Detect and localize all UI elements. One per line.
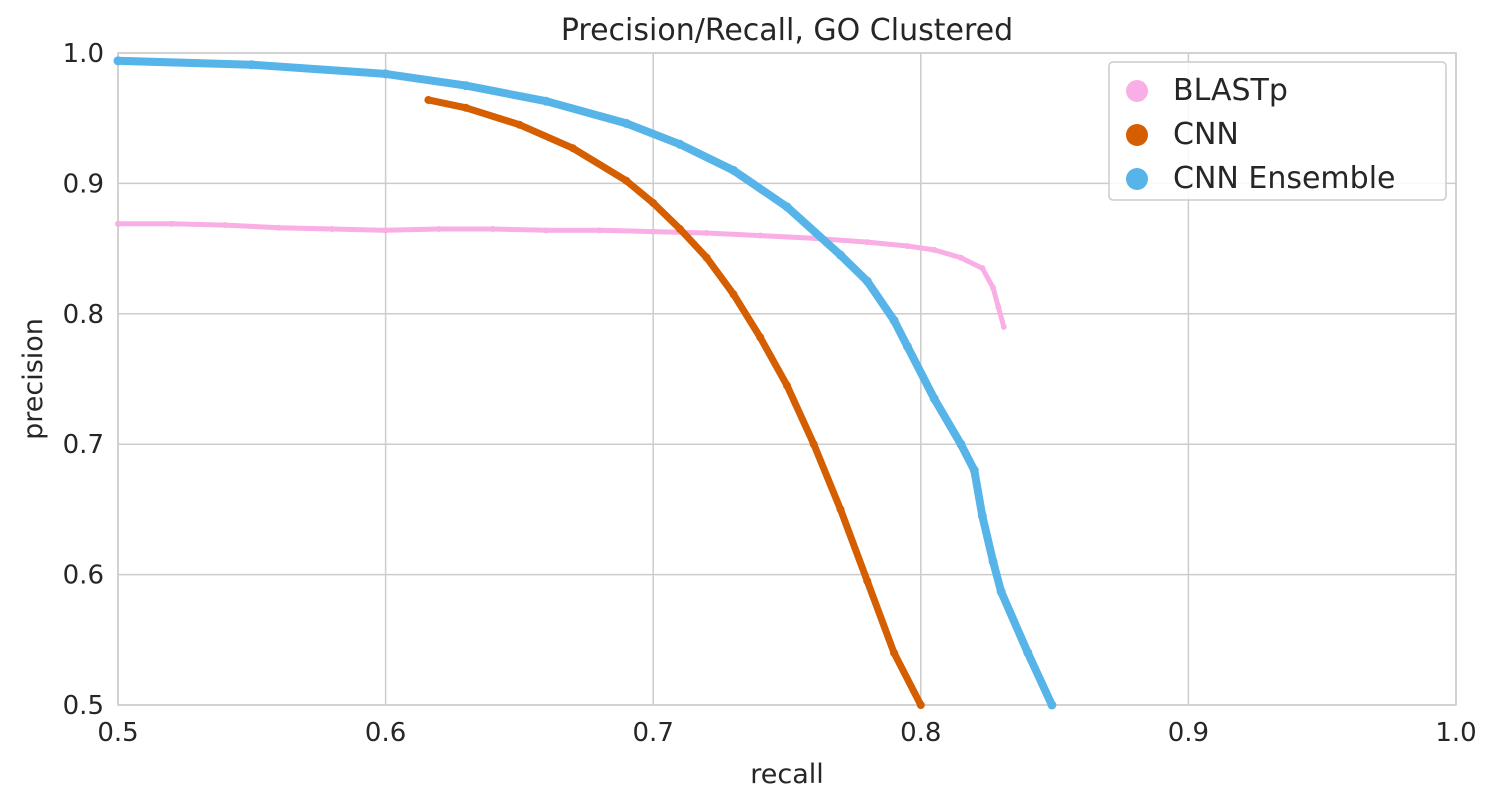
data-point-blastp	[703, 229, 710, 236]
data-point-blastp	[650, 228, 657, 235]
x-tick-label: 1.0	[1435, 718, 1476, 748]
data-point-cnn	[809, 440, 818, 449]
data-point-cnn-ensemble	[836, 250, 846, 260]
data-point-cnn	[424, 95, 433, 104]
data-point-cnn	[568, 144, 577, 153]
data-point-cnn-ensemble	[621, 118, 631, 128]
y-tick-label: 0.8	[63, 300, 104, 330]
data-point-blastp	[168, 220, 175, 227]
data-point-blastp	[596, 227, 603, 234]
x-axis-label: recall	[750, 759, 824, 790]
data-point-cnn-ensemble	[996, 587, 1006, 597]
x-tick-label: 0.5	[97, 718, 138, 748]
data-point-cnn	[702, 253, 711, 262]
legend-marker	[1126, 124, 1148, 146]
data-point-blastp	[990, 284, 997, 291]
data-point-blastp	[864, 239, 871, 246]
chart-title: Precision/Recall, GO Clustered	[561, 13, 1013, 48]
tick-labels: 0.5 0.6 0.7 0.8 0.9 1.0 0.5 0.6 0.7 0.8 0.9 1.0	[63, 39, 1477, 748]
data-point-cnn-ensemble	[902, 341, 912, 351]
data-point-cnn-ensemble	[113, 56, 123, 66]
data-point-cnn-ensemble	[461, 81, 471, 91]
legend-marker	[1126, 80, 1148, 102]
series-cnn	[424, 95, 925, 709]
data-point-cnn	[729, 290, 738, 299]
data-point-cnn-ensemble	[728, 165, 738, 175]
data-point-cnn	[756, 333, 765, 342]
x-tick-label: 0.7	[633, 718, 674, 748]
plot-frame	[117, 52, 1457, 706]
data-point-cnn-ensemble	[977, 511, 987, 521]
data-point-cnn-ensemble	[889, 315, 899, 325]
data-point-blastp	[1000, 323, 1007, 330]
data-point-blastp	[329, 226, 336, 233]
y-tick-label: 0.9	[63, 169, 104, 199]
data-point-cnn-ensemble	[969, 465, 979, 475]
legend-marker	[1126, 168, 1148, 190]
data-point-cnn-ensemble	[988, 557, 998, 567]
y-tick-label: 0.5	[63, 691, 104, 721]
data-point-cnn	[916, 701, 925, 709]
data-point-blastp	[957, 254, 964, 261]
legend-label: BLASTp	[1173, 73, 1288, 108]
data-point-cnn	[783, 381, 791, 390]
series-cnn-ensemble	[113, 56, 1057, 710]
data-point-blastp	[979, 265, 986, 272]
data-point-cnn-ensemble	[782, 202, 792, 212]
data-point-cnn-ensemble	[929, 394, 939, 404]
data-point-cnn-ensemble	[675, 139, 685, 149]
data-point-cnn-ensemble	[1023, 648, 1033, 658]
y-tick-label: 0.6	[63, 561, 104, 591]
data-point-cnn-ensemble	[862, 276, 872, 286]
y-tick-label: 1.0	[63, 39, 104, 69]
data-point-blastp	[904, 242, 911, 249]
x-tick-label: 0.9	[1168, 718, 1209, 748]
y-axis-label: precision	[18, 318, 49, 440]
data-point-blastp	[931, 246, 938, 253]
data-point-cnn	[863, 577, 872, 586]
x-tick-label: 0.8	[900, 718, 941, 748]
legend: BLASTp CNN CNN Ensemble	[1108, 61, 1447, 201]
legend-label: CNN Ensemble	[1173, 161, 1395, 196]
data-point-blastp	[995, 304, 1002, 311]
data-point-blastp	[543, 227, 550, 234]
data-point-blastp	[489, 226, 496, 233]
series-line-cnn	[424, 96, 925, 709]
data-point-cnn-ensemble	[1047, 700, 1057, 710]
data-point-cnn-ensemble	[381, 69, 391, 79]
series-layer	[113, 56, 1057, 710]
data-point-blastp	[757, 232, 764, 239]
data-point-cnn	[461, 103, 470, 112]
data-point-cnn-ensemble	[956, 439, 966, 449]
data-point-cnn	[836, 505, 845, 514]
data-point-cnn	[515, 120, 524, 129]
data-point-cnn-ensemble	[247, 60, 257, 70]
data-point-blastp	[115, 220, 121, 227]
data-point-cnn	[675, 225, 684, 234]
data-point-cnn-ensemble	[541, 96, 551, 106]
legend-label: CNN	[1173, 117, 1239, 152]
legend-box	[1108, 61, 1447, 201]
data-point-blastp	[436, 226, 443, 233]
x-tick-label: 0.6	[365, 718, 406, 748]
data-point-cnn	[649, 198, 658, 207]
data-point-blastp	[222, 222, 229, 229]
data-point-blastp	[382, 227, 389, 234]
data-point-cnn	[622, 176, 631, 185]
data-point-cnn	[890, 648, 899, 657]
data-point-blastp	[275, 224, 282, 231]
y-tick-label: 0.7	[63, 430, 104, 460]
